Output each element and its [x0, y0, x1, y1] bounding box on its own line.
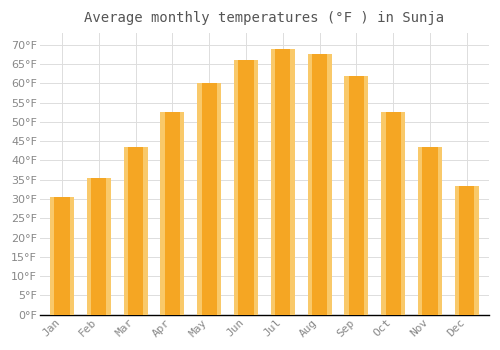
Bar [124, 147, 128, 315]
Bar [50, 197, 74, 315]
Bar [290, 49, 295, 315]
Bar [160, 112, 164, 315]
Bar [180, 112, 184, 315]
Bar [455, 186, 479, 315]
Bar [271, 49, 295, 315]
Bar [381, 112, 386, 315]
Bar [106, 178, 110, 315]
Bar [87, 178, 110, 315]
Bar [50, 197, 54, 315]
Bar [308, 55, 312, 315]
Bar [327, 55, 332, 315]
Bar [474, 186, 479, 315]
Bar [160, 112, 184, 315]
Bar [364, 76, 368, 315]
Bar [455, 186, 459, 315]
Bar [344, 76, 368, 315]
Bar [143, 147, 148, 315]
Title: Average monthly temperatures (°F ) in Sunja: Average monthly temperatures (°F ) in Su… [84, 11, 444, 25]
Bar [418, 147, 422, 315]
Bar [381, 112, 405, 315]
Bar [308, 55, 332, 315]
Bar [271, 49, 275, 315]
Bar [70, 197, 74, 315]
Bar [197, 83, 221, 315]
Bar [124, 147, 148, 315]
Bar [234, 60, 258, 315]
Bar [217, 83, 221, 315]
Bar [234, 60, 238, 315]
Bar [401, 112, 405, 315]
Bar [87, 178, 91, 315]
Bar [197, 83, 202, 315]
Bar [344, 76, 348, 315]
Bar [438, 147, 442, 315]
Bar [254, 60, 258, 315]
Bar [418, 147, 442, 315]
